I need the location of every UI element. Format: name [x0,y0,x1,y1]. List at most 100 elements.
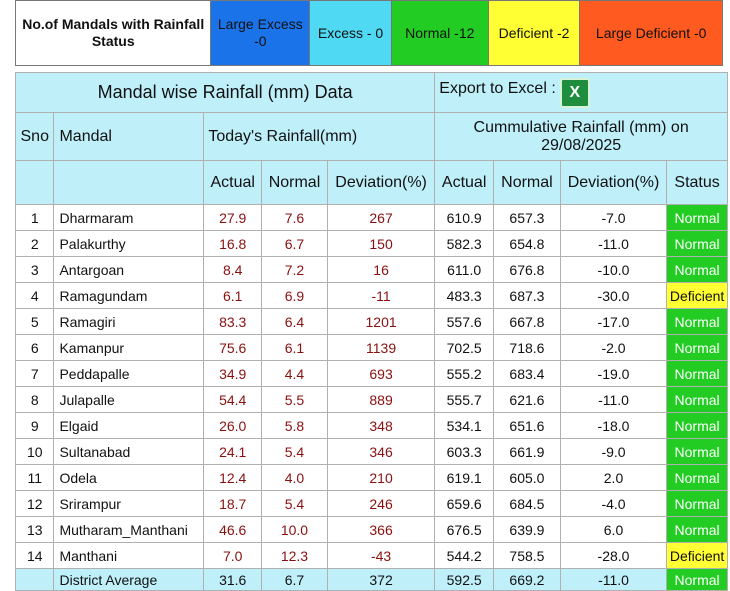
table-header-row: Sno Mandal Today's Rainfall(mm) Cummulat… [14,112,728,161]
cum-normal-cell: 758.5 [493,542,561,569]
status-badge: Normal [666,230,728,257]
today-normal-cell: 6.9 [261,282,328,309]
sno-cell: 11 [14,464,55,491]
table-row: 2 Palakurthy 16.8 6.7 150 582.3 654.8 -11.0 Norm… [14,230,728,257]
today-actual-cell: 27.9 [203,204,263,231]
legend-normal: Normal -12 [391,1,489,65]
mandal-cell: Antargoan [53,256,205,283]
today-normal-cell: 6.4 [261,308,328,335]
today-normal-cell: 5.4 [261,490,328,517]
subheader-blank [53,160,205,205]
today-normal-cell: 7.2 [261,256,328,283]
today-normal-cell: 5.5 [261,386,328,413]
col-header-mandal: Mandal [53,112,205,161]
cum-deviation-cell: -9.0 [559,438,668,465]
cum-deviation-cell: -7.0 [559,204,668,231]
today-deviation-cell: 1139 [326,334,436,361]
today-normal-cell: 6.1 [261,334,328,361]
cum-deviation-cell: -10.0 [559,256,668,283]
today-actual-cell: 7.0 [203,542,263,569]
legend-title: No.of Mandals with Rainfall Status [16,1,212,65]
cum-actual-cell: 534.1 [434,412,495,439]
cum-normal-cell: 661.9 [493,438,561,465]
avg-today-deviation: 372 [326,568,436,591]
cum-deviation-cell: -4.0 [559,490,668,517]
today-actual-cell: 54.4 [203,386,263,413]
table-title: Mandal wise Rainfall (mm) Data [14,72,436,113]
today-actual-cell: 34.9 [203,360,263,387]
rainfall-status-legend: No.of Mandals with Rainfall Status Large… [15,0,723,66]
cum-deviation-cell: 2.0 [559,464,668,491]
table-row: 8 Julapalle 54.4 5.5 889 555.7 621.6 -11.0 Norma… [14,386,728,413]
mandal-cell: Manthani [53,542,205,569]
table-row: 11 Odela 12.4 4.0 210 619.1 605.0 2.0 Normal [14,464,728,491]
col-header-cumulative: Cummulative Rainfall (mm) on 29/08/2025 [434,112,728,161]
today-actual-cell: 46.6 [203,516,263,543]
today-deviation-cell: 210 [326,464,436,491]
col-header-cum-deviation: Deviation(%) [559,160,668,205]
today-deviation-cell: 889 [326,386,436,413]
cum-actual-cell: 557.6 [434,308,495,335]
cum-normal-cell: 654.8 [493,230,561,257]
today-normal-cell: 6.7 [261,230,328,257]
legend-excess: Excess - 0 [310,1,392,65]
cum-deviation-cell: -11.0 [559,230,668,257]
today-deviation-cell: 246 [326,490,436,517]
today-actual-cell: 75.6 [203,334,263,361]
cum-actual-cell: 659.6 [434,490,495,517]
sno-cell: 9 [14,412,55,439]
col-header-sno: Sno [14,112,55,161]
table-row: 4 Ramagundam 6.1 6.9 -11 483.3 687.3 -30.0 Defic… [14,282,728,309]
table-row: 13 Mutharam_Manthani 46.6 10.0 366 676.5 639.9… [14,516,728,543]
col-header-status: Status [666,160,728,205]
mandal-cell: Odela [53,464,205,491]
today-normal-cell: 10.0 [261,516,328,543]
cum-normal-cell: 605.0 [493,464,561,491]
cum-normal-cell: 683.4 [493,360,561,387]
sno-cell: 14 [14,542,55,569]
export-label[interactable]: Export to Excel : [439,79,556,97]
table-row: 1 Dharmaram 27.9 7.6 267 610.9 657.3 -7.0 Normal [14,204,728,231]
sno-cell: 12 [14,490,55,517]
table-row: 9 Elgaid 26.0 5.8 348 534.1 651.6 -18.0 Normal [14,412,728,439]
avg-blank [14,568,55,591]
sno-cell: 6 [14,334,55,361]
mandal-cell: Palakurthy [53,230,205,257]
col-header-cum-actual: Actual [434,160,495,205]
mandal-cell: Kamanpur [53,334,205,361]
today-normal-cell: 12.3 [261,542,328,569]
excel-icon[interactable]: X [559,77,590,108]
cum-normal-cell: 621.6 [493,386,561,413]
today-actual-cell: 26.0 [203,412,263,439]
col-header-today-actual: Actual [203,160,263,205]
status-badge: Normal [666,568,728,591]
status-badge: Normal [666,490,728,517]
cum-actual-cell: 610.9 [434,204,495,231]
sno-cell: 13 [14,516,55,543]
today-actual-cell: 16.8 [203,230,263,257]
cum-actual-cell: 676.5 [434,516,495,543]
today-deviation-cell: 267 [326,204,436,231]
status-badge: Normal [666,334,728,361]
table-subheader-row: Actual Normal Deviation(%) Actual Normal… [14,160,728,205]
cum-normal-cell: 676.8 [493,256,561,283]
mandal-cell: Srirampur [53,490,205,517]
today-normal-cell: 5.8 [261,412,328,439]
today-normal-cell: 4.0 [261,464,328,491]
status-badge: Normal [666,412,728,439]
col-header-today-deviation: Deviation(%) [326,160,436,205]
sno-cell: 7 [14,360,55,387]
table-row: 10 Sultanabad 24.1 5.4 346 603.3 661.9 -9.0 Norm… [14,438,728,465]
export-to-excel[interactable]: Export to Excel :X [434,72,728,113]
today-actual-cell: 24.1 [203,438,263,465]
sno-cell: 8 [14,386,55,413]
status-badge: Normal [666,256,728,283]
today-actual-cell: 18.7 [203,490,263,517]
mandal-cell: Elgaid [53,412,205,439]
today-deviation-cell: -43 [326,542,436,569]
table-row: 14 Manthani 7.0 12.3 -43 544.2 758.5 -28.0 Defic… [14,542,728,569]
cum-deviation-cell: -2.0 [559,334,668,361]
mandal-cell: Julapalle [53,386,205,413]
today-actual-cell: 6.1 [203,282,263,309]
avg-today-normal: 6.7 [261,568,328,591]
